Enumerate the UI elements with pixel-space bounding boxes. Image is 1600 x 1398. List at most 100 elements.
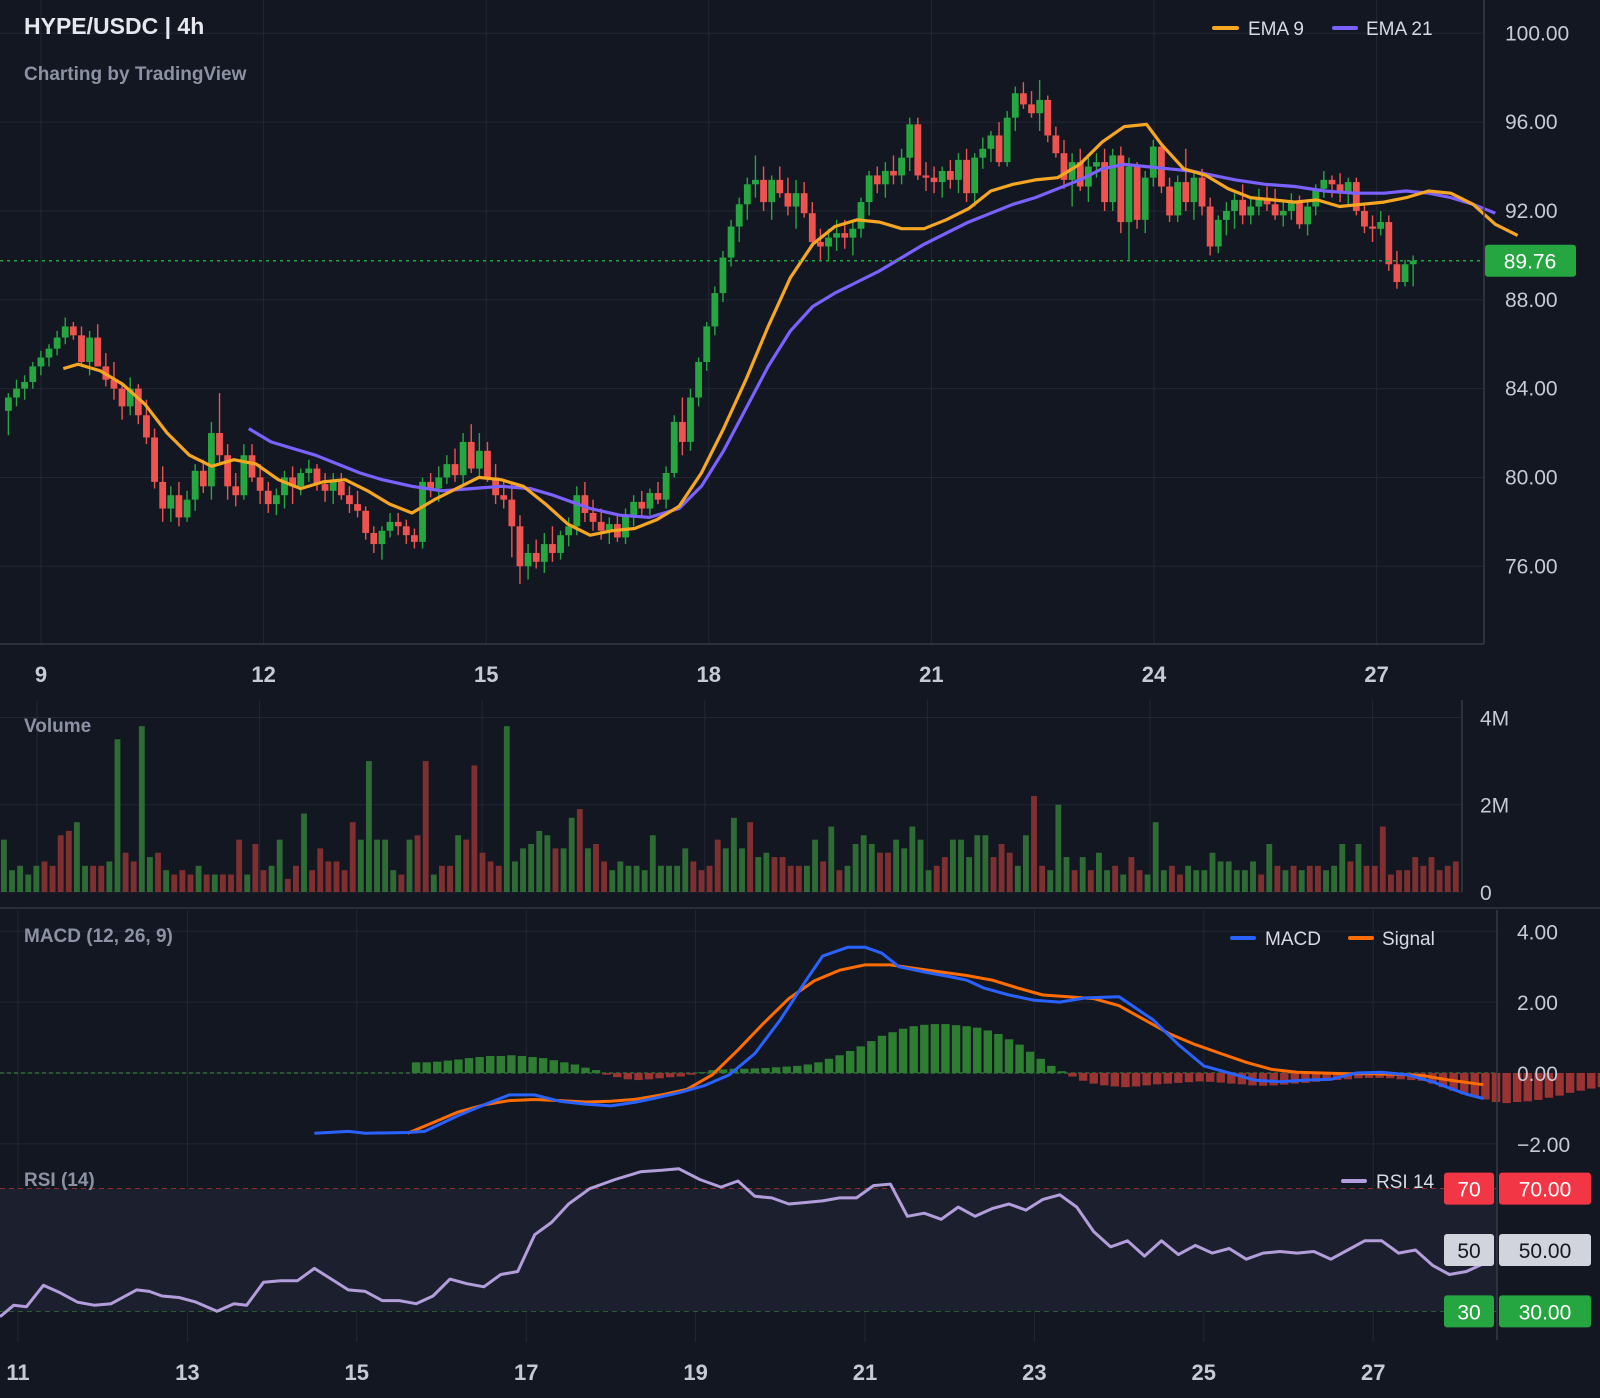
volume-bar: [1371, 865, 1378, 892]
macd-hist-bar: [1110, 1072, 1120, 1087]
candle-body: [1109, 155, 1117, 203]
candle-body: [849, 228, 857, 238]
price-x-tick: 24: [1142, 662, 1167, 687]
volume-bar: [414, 835, 421, 892]
macd-hist-bar: [655, 1072, 664, 1079]
volume-bar: [974, 835, 981, 892]
rsi-lines: [0, 1167, 1484, 1318]
candle-body: [1003, 117, 1011, 163]
macd-hist-bar: [814, 1062, 823, 1073]
legend-macd[interactable]: MACD: [1265, 929, 1321, 950]
volume-bar: [228, 874, 234, 892]
volume-bar: [349, 822, 356, 892]
macd-hist-bar: [888, 1032, 897, 1073]
candle-body: [711, 293, 719, 327]
candle-body: [930, 177, 938, 183]
volume-bar: [1169, 865, 1175, 892]
volume-bar: [422, 761, 429, 892]
volume-bar: [390, 870, 397, 892]
macd-hist-bar: [1280, 1072, 1289, 1085]
candle-body: [5, 397, 12, 411]
candle-body: [1320, 179, 1328, 189]
candle-body: [1020, 93, 1027, 105]
volume-bar: [1315, 865, 1321, 892]
volume-bar: [1379, 826, 1386, 892]
candle-body: [427, 481, 435, 489]
macd-hist-bar: [1364, 1072, 1374, 1078]
volume-y-tick: 4M: [1480, 707, 1509, 730]
candle-body: [865, 175, 873, 203]
macd-hist-bar: [1311, 1072, 1321, 1082]
macd-hist-bar: [1491, 1072, 1501, 1103]
candle-body: [1385, 222, 1393, 265]
volume-bar: [520, 848, 526, 892]
volume-bar: [1014, 865, 1021, 892]
candle-body: [1093, 162, 1100, 167]
volume-bar: [171, 874, 178, 892]
macd-hist-bar: [994, 1034, 1003, 1073]
macd-hist-bar: [1184, 1072, 1194, 1083]
candle-body: [459, 441, 467, 476]
candle-body: [86, 337, 93, 362]
candle-body: [451, 464, 459, 476]
macd-hist-bar: [665, 1072, 675, 1078]
volume-bar: [771, 857, 778, 892]
macd-hist-bar: [1078, 1072, 1088, 1081]
candle-body: [995, 135, 1003, 163]
candle-body: [1198, 177, 1206, 207]
candle-body: [484, 450, 491, 478]
candle-body: [654, 492, 662, 500]
volume-bar: [755, 857, 762, 892]
candle-body: [167, 495, 175, 509]
candle-body: [256, 477, 264, 491]
legend-signal[interactable]: Signal: [1382, 929, 1435, 950]
macd-y-tick: 4.00: [1517, 921, 1558, 944]
macd-hist-bar: [496, 1055, 505, 1073]
candle-body: [800, 193, 808, 214]
rsi-x-tick: 15: [345, 1360, 369, 1385]
volume-bar: [666, 865, 672, 892]
candle-body: [69, 326, 77, 336]
candle-body: [922, 175, 930, 178]
volume-bar: [325, 861, 332, 892]
candle-body: [134, 388, 142, 416]
macd-hist-bar: [1290, 1072, 1300, 1084]
candle-body: [1287, 202, 1295, 211]
candle-body: [1352, 182, 1360, 211]
macd-hist-bar: [877, 1035, 887, 1073]
volume-bar: [820, 861, 827, 892]
candle-body: [687, 397, 694, 442]
candle-body: [61, 326, 69, 338]
rsi-level-price-label: 50.00: [1519, 1240, 1572, 1263]
candle-body: [305, 468, 313, 474]
candle-body: [638, 501, 646, 509]
volume-bar: [576, 809, 583, 892]
volume-title: Volume: [24, 716, 91, 737]
candle-body: [240, 455, 248, 496]
candle-body: [662, 473, 670, 500]
last-price-value: 89.76: [1504, 251, 1557, 274]
volume-bar: [1306, 865, 1313, 892]
candle-body: [1044, 99, 1052, 136]
macd-hist-bar: [1025, 1051, 1035, 1073]
volume-bar: [1428, 857, 1435, 892]
volume-bar: [1444, 865, 1451, 892]
legend-ema21[interactable]: EMA 21: [1366, 19, 1433, 40]
macd-hist-bar: [941, 1024, 950, 1073]
rsi-x-tick: 19: [683, 1360, 707, 1385]
candle-body: [1174, 182, 1182, 216]
volume-bar: [439, 865, 445, 892]
price-x-tick: 15: [474, 662, 498, 687]
volume-bar: [1128, 857, 1135, 892]
macd-hist-bar: [591, 1070, 601, 1073]
candle-body: [159, 481, 167, 509]
macd-hist-bar: [1576, 1072, 1585, 1091]
volume-bar: [1177, 874, 1183, 892]
volume-bar: [901, 848, 908, 892]
legend-ema9[interactable]: EMA 9: [1248, 19, 1304, 40]
macd-hist-bar: [1015, 1044, 1024, 1073]
legend-rsi[interactable]: RSI 14: [1376, 1172, 1435, 1193]
candle-body: [208, 433, 215, 487]
volume-bar: [690, 861, 697, 892]
